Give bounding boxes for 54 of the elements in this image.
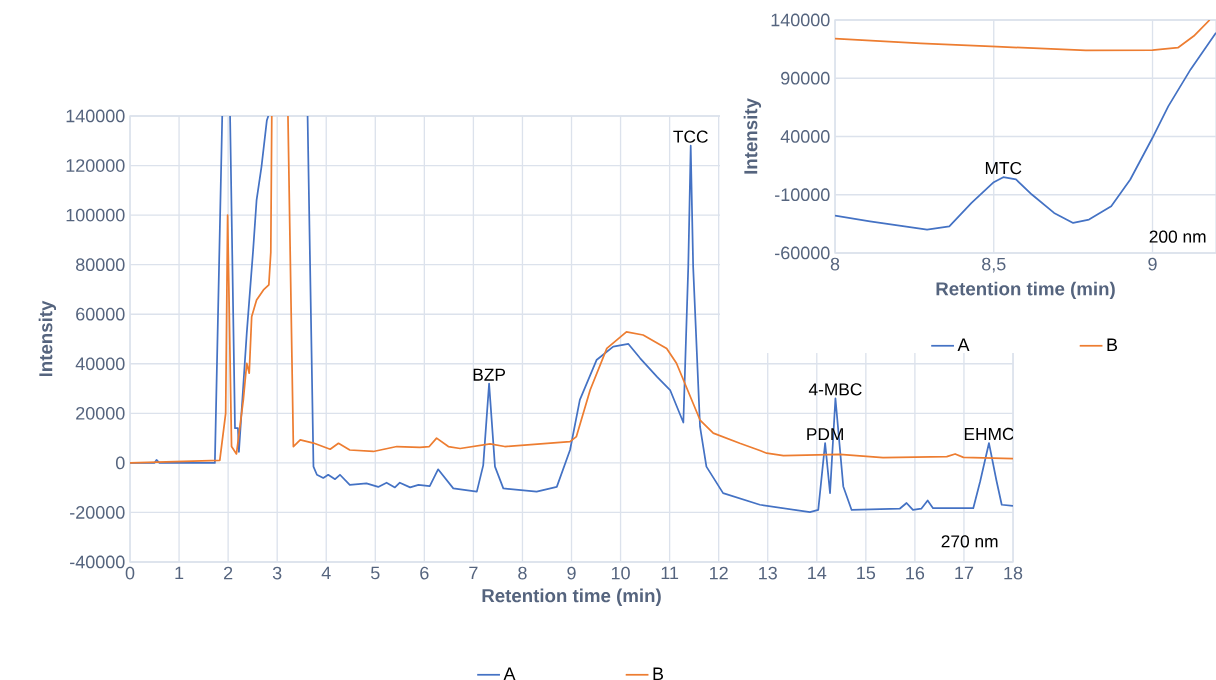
legend-label: B	[653, 667, 664, 680]
y-tick-label: 120000	[66, 159, 125, 172]
line-series	[835, 19, 1211, 52]
x-tick-label: 2	[224, 566, 233, 580]
x-tick-label: 1	[175, 566, 184, 580]
x-tick-label: 8	[830, 257, 840, 271]
x-axis-title: Retention time (min)	[482, 588, 661, 606]
annotation: BZP	[473, 368, 506, 381]
annotation: 270 nm	[941, 535, 998, 548]
x-tick-label: 6	[420, 566, 429, 580]
y-tick-label: -40000	[70, 555, 125, 569]
y-tick-label: -10000	[775, 188, 830, 202]
x-tick-label: 15	[857, 566, 876, 580]
y-tick-label: 0	[116, 456, 125, 470]
legend-label: A	[503, 667, 516, 680]
legend-label: B	[1107, 338, 1118, 351]
y-axis-title: Intensity	[38, 300, 57, 377]
x-tick-label: 13	[759, 566, 777, 580]
y-tick-label: 20000	[76, 406, 125, 420]
y-tick-label: 140000	[66, 109, 125, 123]
x-tick-label: 5	[370, 566, 380, 580]
x-tick-label: 16	[906, 566, 925, 580]
x-tick-label: 12	[710, 566, 728, 580]
y-tick-label: 60000	[76, 307, 125, 321]
y-tick-label: 40000	[75, 357, 125, 371]
y-tick-label: -60000	[775, 246, 830, 260]
x-tick-label: 17	[955, 566, 974, 580]
line-series	[835, 31, 1216, 231]
y-tick-label: 40000	[780, 130, 830, 143]
annotation: TCC	[673, 130, 708, 143]
x-tick-label: 7	[469, 566, 478, 580]
legend-label: A	[957, 338, 970, 351]
x-tick-label: 8	[518, 566, 527, 580]
x-tick-label: 11	[661, 566, 679, 580]
annotation: 200 nm	[1149, 230, 1206, 243]
y-tick-label: -20000	[70, 506, 125, 519]
y-axis-title: Intensity	[743, 98, 762, 174]
x-tick-label: 9	[567, 566, 576, 580]
x-tick-label: 3	[272, 566, 282, 580]
y-tick-label: 90000	[781, 71, 830, 85]
x-tick-label: 9	[1148, 257, 1157, 271]
x-tick-label: 18	[1004, 566, 1023, 580]
x-tick-label: 10	[611, 566, 630, 580]
x-tick-label: 8,5	[982, 257, 1006, 273]
x-axis-title: Retention time (min)	[936, 281, 1115, 300]
annotation: MTC	[985, 161, 1022, 175]
annotation: 4-MBC	[808, 383, 862, 396]
y-tick-label: 80000	[76, 258, 125, 272]
x-tick-label: 0	[125, 566, 135, 580]
y-tick-label: 100000	[66, 208, 125, 222]
y-tick-label: 140000	[771, 13, 830, 27]
annotation: EHMC	[964, 427, 1014, 441]
x-tick-label: 14	[808, 566, 827, 580]
x-tick-label: 4	[321, 566, 331, 580]
